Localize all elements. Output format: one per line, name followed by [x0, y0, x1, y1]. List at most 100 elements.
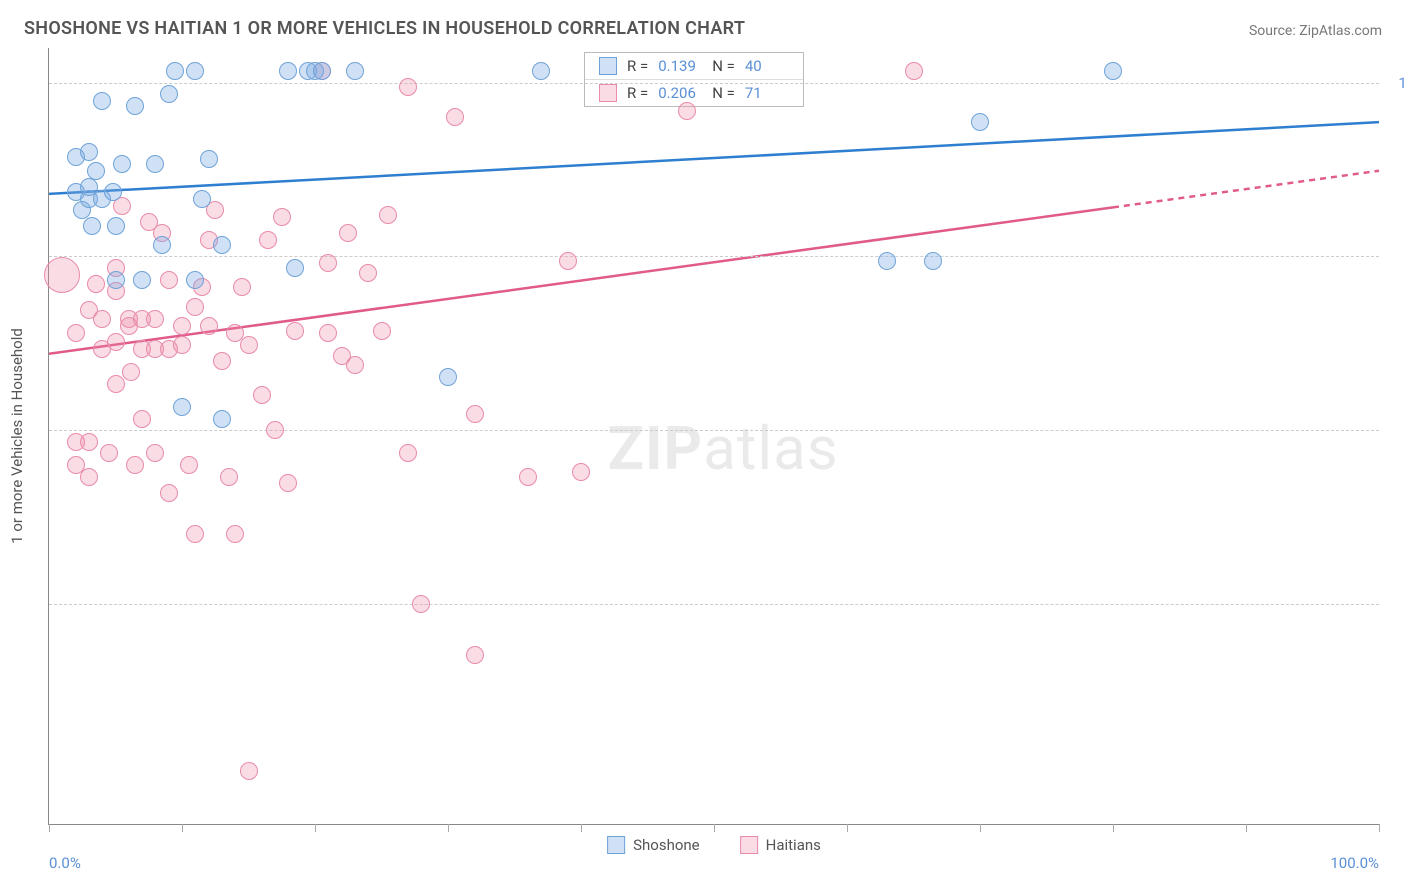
- gridline: [49, 604, 1379, 605]
- haitians-point: [446, 108, 464, 126]
- haitians-point: [186, 525, 204, 543]
- haitians-point: [133, 410, 151, 428]
- shoshone-point: [878, 252, 896, 270]
- shoshone-point: [313, 62, 331, 80]
- haitians-point: [373, 322, 391, 340]
- haitians-point: [122, 363, 140, 381]
- y-tick-label: 92.5%: [1387, 247, 1406, 265]
- legend-r-value: 0.139: [658, 57, 702, 75]
- shoshone-point: [146, 155, 164, 173]
- y-tick-label: 77.5%: [1387, 595, 1406, 613]
- legend-n-value: 71: [745, 84, 789, 102]
- haitians-point: [572, 463, 590, 481]
- haitians-point: [80, 433, 98, 451]
- y-axis-title: 1 or more Vehicles in Household: [8, 328, 26, 544]
- x-tick: [1246, 824, 1247, 832]
- haitians-point: [253, 386, 271, 404]
- haitians-point: [346, 356, 364, 374]
- legend-swatch: [607, 836, 625, 854]
- shoshone-point: [93, 92, 111, 110]
- haitians-point: [126, 456, 144, 474]
- gridline: [49, 83, 1379, 84]
- shoshone-point: [113, 155, 131, 173]
- haitians-point: [286, 322, 304, 340]
- shoshone-point: [186, 271, 204, 289]
- shoshone-point: [166, 62, 184, 80]
- shoshone-point: [439, 368, 457, 386]
- scatter-plot: 1 or more Vehicles in Household ZIPatlas…: [48, 48, 1379, 825]
- haitians-point: [678, 102, 696, 120]
- legend-swatch: [599, 57, 617, 75]
- haitians-point: [93, 310, 111, 328]
- shoshone-point: [126, 97, 144, 115]
- haitians-point: [466, 405, 484, 423]
- haitians-point: [259, 231, 277, 249]
- haitians-point: [200, 317, 218, 335]
- x-tick: [847, 824, 848, 832]
- shoshone-point: [87, 162, 105, 180]
- haitians-point: [359, 264, 377, 282]
- haitians-point: [240, 336, 258, 354]
- shoshone-point: [133, 271, 151, 289]
- legend-row-haitians: R = 0.206 N = 71: [585, 80, 803, 106]
- x-max-label: 100.0%: [1330, 854, 1379, 872]
- legend-n-label: N =: [712, 57, 735, 75]
- legend-correlation-box: R =0.139N =40R =0.206N =71: [584, 52, 804, 107]
- haitians-point: [107, 333, 125, 351]
- haitians-point: [399, 444, 417, 462]
- legend-n-label: N =: [712, 84, 735, 102]
- shoshone-point: [104, 183, 122, 201]
- haitians-point: [233, 278, 251, 296]
- x-tick: [714, 824, 715, 832]
- haitians-point: [160, 484, 178, 502]
- shoshone-point: [186, 62, 204, 80]
- x-tick: [182, 824, 183, 832]
- legend-series: ShoshoneHaitians: [607, 836, 821, 854]
- haitians-point: [87, 275, 105, 293]
- haitians-point: [146, 444, 164, 462]
- haitians-point: [519, 468, 537, 486]
- haitians-point: [146, 310, 164, 328]
- haitians-point: [100, 444, 118, 462]
- chart-title: SHOSHONE VS HAITIAN 1 OR MORE VEHICLES I…: [24, 18, 745, 39]
- gridline: [49, 256, 1379, 257]
- shoshone-point: [213, 236, 231, 254]
- haitians-point: [44, 257, 80, 293]
- haitians-point: [240, 762, 258, 780]
- x-tick: [980, 824, 981, 832]
- x-tick: [49, 824, 50, 832]
- shoshone-point: [83, 217, 101, 235]
- shoshone-point: [160, 85, 178, 103]
- haitians-point: [220, 468, 238, 486]
- haitians-point: [160, 271, 178, 289]
- legend-row-shoshone: R =0.139N =40: [585, 53, 803, 80]
- shoshone-point: [286, 259, 304, 277]
- haitians-point: [213, 352, 231, 370]
- haitians-point: [67, 324, 85, 342]
- haitians-point: [399, 78, 417, 96]
- shoshone-point: [346, 62, 364, 80]
- x-tick: [448, 824, 449, 832]
- shoshone-point: [153, 236, 171, 254]
- x-tick: [1113, 824, 1114, 832]
- x-tick: [581, 824, 582, 832]
- shoshone-point: [1104, 62, 1122, 80]
- legend-label: Shoshone: [633, 836, 700, 854]
- haitians-point: [226, 525, 244, 543]
- shoshone-point: [193, 190, 211, 208]
- legend-r-label: R =: [627, 84, 648, 102]
- haitians-point: [266, 421, 284, 439]
- shoshone-point: [200, 150, 218, 168]
- legend-r-label: R =: [627, 57, 648, 75]
- gridline: [49, 430, 1379, 431]
- haitians-point: [339, 224, 357, 242]
- haitians-point: [173, 317, 191, 335]
- shoshone-point: [213, 410, 231, 428]
- shoshone-point: [279, 62, 297, 80]
- y-tick-label: 100.0%: [1387, 74, 1406, 92]
- y-tick-label: 85.0%: [1387, 421, 1406, 439]
- haitians-point: [80, 468, 98, 486]
- shoshone-point: [107, 217, 125, 235]
- legend-r-value: 0.206: [658, 84, 702, 102]
- haitians-point: [273, 208, 291, 226]
